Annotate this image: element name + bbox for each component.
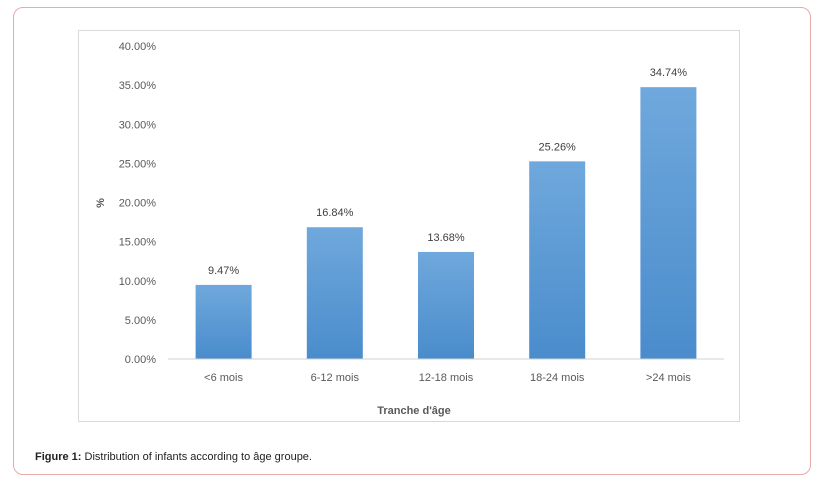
y-axis-label: % xyxy=(95,198,107,208)
caption-text: Distribution of infants according to âge… xyxy=(81,451,312,463)
bar xyxy=(306,227,363,359)
y-tick-label: 35.00% xyxy=(119,80,157,92)
data-label: 13.68% xyxy=(427,232,465,244)
caption-label: Figure 1: xyxy=(35,451,82,463)
y-tick-label: 25.00% xyxy=(119,158,157,170)
y-tick-label: 5.00% xyxy=(125,315,156,327)
y-tick-label: 20.00% xyxy=(119,198,157,210)
y-tick-label: 30.00% xyxy=(119,119,157,131)
bar xyxy=(640,87,697,360)
y-tick-label: 40.00% xyxy=(119,41,157,53)
figure-caption: Figure 1: Distribution of infants accord… xyxy=(35,451,312,463)
x-tick-label: 12-18 mois xyxy=(419,372,474,384)
y-tick-label: 15.00% xyxy=(119,237,157,249)
x-tick-label: 6-12 mois xyxy=(311,372,360,384)
x-tick-label: 18-24 mois xyxy=(530,372,585,384)
data-label: 16.84% xyxy=(316,207,354,219)
y-tick-label: 0.00% xyxy=(125,354,156,366)
x-axis-label: Tranche d'âge xyxy=(377,405,451,417)
y-tick-label: 10.00% xyxy=(119,276,157,288)
bar xyxy=(195,284,252,359)
data-label: 25.26% xyxy=(539,141,577,153)
bar xyxy=(418,251,474,359)
data-label: 34.74% xyxy=(650,67,688,79)
data-label: 9.47% xyxy=(208,265,239,277)
bar xyxy=(529,161,586,359)
chart-area xyxy=(78,30,740,422)
x-tick-label: <6 mois xyxy=(204,372,243,384)
x-tick-label: >24 mois xyxy=(646,372,691,384)
